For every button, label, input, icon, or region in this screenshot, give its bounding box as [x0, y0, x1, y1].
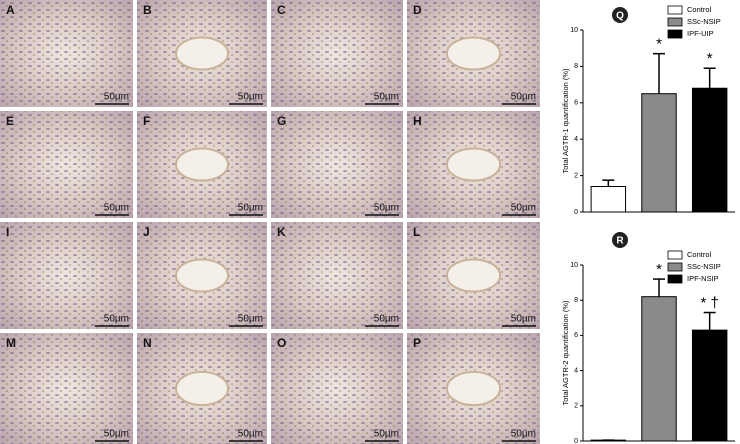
y-tick-label: 10 — [570, 27, 578, 34]
panel-label: D — [413, 3, 422, 17]
scale-label: 50µm — [238, 314, 263, 325]
scale-label: 50µm — [374, 203, 399, 214]
panel-label: A — [6, 3, 15, 17]
y-tick-label: 0 — [574, 209, 578, 216]
vessel-lumen — [175, 258, 229, 293]
y-tick-label: 6 — [574, 332, 578, 339]
y-tick-label: 0 — [574, 438, 578, 444]
significance-label: * — [656, 36, 662, 53]
legend-swatch — [667, 262, 683, 272]
micrograph-texture — [0, 111, 133, 218]
panel-label: I — [6, 225, 9, 239]
y-tick-label: 8 — [574, 297, 578, 304]
legend-label: Control — [687, 250, 712, 259]
y-tick-label: 8 — [574, 63, 578, 70]
y-tick-label: 2 — [574, 403, 578, 410]
panel-label: L — [413, 225, 420, 239]
micrograph-texture — [0, 0, 133, 107]
panel-label: B — [143, 3, 152, 17]
panel-label: P — [413, 336, 421, 350]
vessel-lumen — [175, 147, 229, 182]
bar — [641, 93, 677, 213]
scale-label: 50µm — [374, 314, 399, 325]
significance-label: * † — [700, 294, 718, 311]
vessel-lumen — [445, 147, 502, 182]
y-tick-label: 4 — [574, 367, 578, 374]
scale-label: 50µm — [238, 203, 263, 214]
legend-label: IPF-UIP — [687, 29, 714, 38]
y-tick-label: 10 — [570, 262, 578, 269]
micrograph-texture — [271, 111, 403, 218]
panel-label: K — [277, 225, 286, 239]
scale-label: 50µm — [104, 203, 129, 214]
vessel-lumen — [175, 370, 229, 407]
vessel-lumen — [445, 36, 502, 71]
bar — [590, 186, 627, 213]
panel-label: G — [277, 114, 286, 128]
legend-swatch — [667, 29, 683, 39]
scale-label: 50µm — [374, 92, 399, 103]
y-tick-label: 2 — [574, 172, 578, 179]
micrograph-texture — [271, 222, 403, 329]
scale-label: 50µm — [511, 92, 536, 103]
micrograph-texture — [271, 0, 403, 107]
bar — [691, 87, 728, 213]
scale-label: 50µm — [238, 92, 263, 103]
legend-swatch — [667, 274, 683, 284]
panel-label: O — [277, 336, 286, 350]
legend-swatch — [667, 250, 683, 260]
panel-label: M — [6, 336, 16, 350]
legend-swatch — [667, 17, 683, 27]
panel-label: E — [6, 114, 14, 128]
chart-panel-label: Q — [616, 11, 624, 22]
legend-label: SSc-NSIP — [687, 262, 721, 271]
bar — [691, 329, 728, 442]
scale-label: 50µm — [104, 314, 129, 325]
vessel-lumen — [445, 258, 502, 293]
panel-badge — [612, 232, 628, 248]
significance-label: * — [707, 50, 713, 67]
scale-label: 50µm — [374, 429, 399, 440]
scale-label: 50µm — [104, 429, 129, 440]
panel-badge — [612, 7, 628, 23]
panel-label: J — [143, 225, 150, 239]
panel-label: H — [413, 114, 422, 128]
significance-label: * — [656, 261, 662, 278]
bar — [641, 296, 677, 442]
y-tick-label: 6 — [574, 100, 578, 107]
scale-label: 50µm — [104, 92, 129, 103]
legend-label: IPF-NSIP — [687, 274, 719, 283]
y-tick-label: 4 — [574, 136, 578, 143]
legend-swatch — [667, 5, 683, 15]
scale-label: 50µm — [511, 203, 536, 214]
panel-label: C — [277, 3, 286, 17]
scale-label: 50µm — [238, 429, 263, 440]
y-axis-label: Total AGTR-1 quantification (%) — [561, 68, 570, 174]
scale-label: 50µm — [511, 314, 536, 325]
legend-label: Control — [687, 5, 712, 14]
chart-panel-label: R — [616, 236, 624, 247]
micrograph-texture — [0, 222, 133, 329]
panel-label: N — [143, 336, 152, 350]
micrograph-texture — [0, 333, 133, 444]
legend-label: SSc-NSIP — [687, 17, 721, 26]
panel-label: F — [143, 114, 150, 128]
vessel-lumen — [175, 36, 229, 71]
y-axis-label: Total AGTR-2 quantification (%) — [561, 300, 570, 406]
scale-label: 50µm — [511, 429, 536, 440]
micrograph-texture — [271, 333, 403, 444]
vessel-lumen — [445, 370, 502, 407]
